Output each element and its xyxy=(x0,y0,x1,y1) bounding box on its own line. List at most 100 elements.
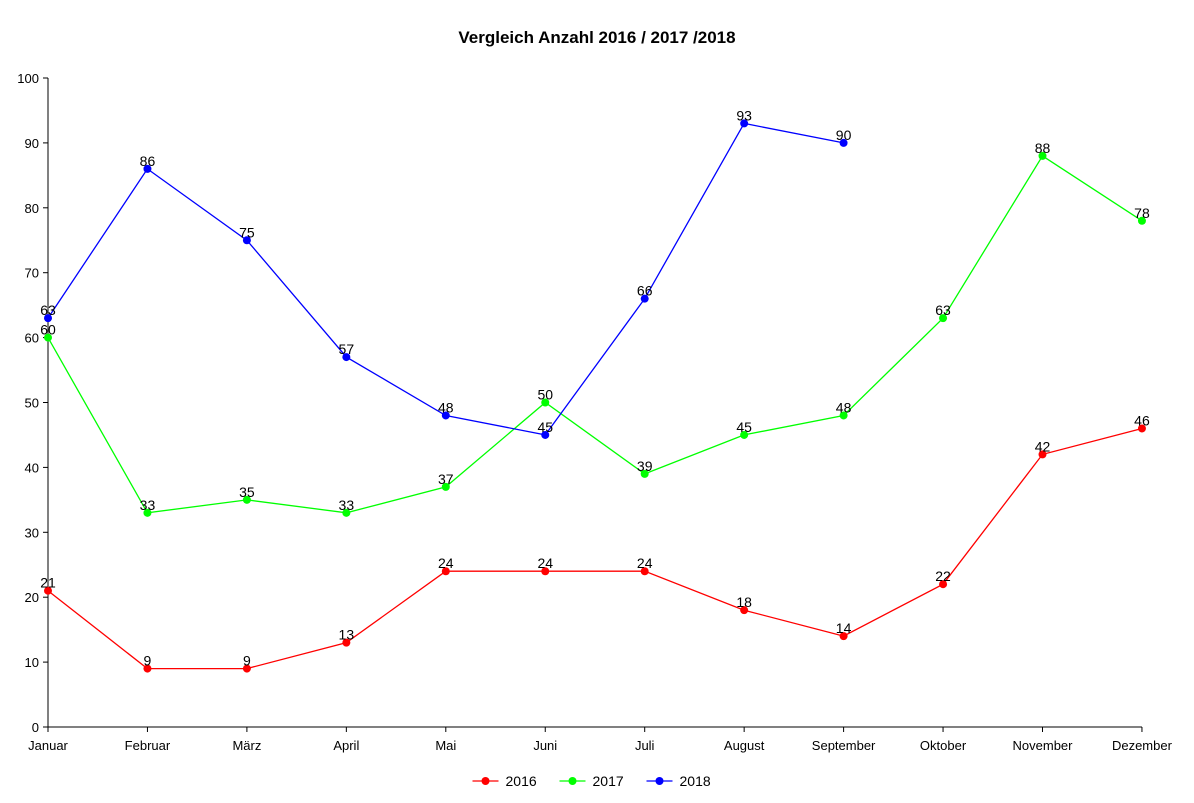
data-label-2016: 24 xyxy=(537,555,553,571)
data-point-2018 xyxy=(541,430,550,439)
data-labels: 21 9 9 13 24 24 24 18 14 22 42 46 60 33 35 33 37 50 39 45 48… xyxy=(40,107,1150,668)
data-point-2016 xyxy=(44,586,52,595)
data-point-2017 xyxy=(640,469,649,478)
data-point-2016 xyxy=(740,606,749,615)
chart-title: Vergleich Anzahl 2016 / 2017 /2018 xyxy=(458,28,736,47)
data-point-2016 xyxy=(640,567,649,576)
data-label-2016: 42 xyxy=(1035,438,1051,454)
data-label-2017: 33 xyxy=(140,497,156,513)
y-tick-label: 10 xyxy=(25,655,39,670)
data-label-2016: 24 xyxy=(438,555,454,571)
data-label-2017: 45 xyxy=(736,419,752,435)
data-label-2017: 35 xyxy=(239,484,255,500)
series-line-2018 xyxy=(47,122,844,436)
legend-swatch-marker xyxy=(481,777,490,785)
data-point-2016 xyxy=(143,664,152,673)
series-layer xyxy=(44,119,1146,673)
x-tick-label: März xyxy=(232,738,261,753)
data-point-2017 xyxy=(1038,151,1047,160)
data-label-2018: 93 xyxy=(736,107,752,123)
y-tick-label: 50 xyxy=(25,396,39,411)
data-label-2016: 22 xyxy=(935,568,951,584)
data-point-2017 xyxy=(242,495,251,504)
y-tick-label: 0 xyxy=(32,720,39,735)
data-label-2017: 48 xyxy=(836,399,852,415)
data-label-2018: 63 xyxy=(40,302,56,318)
data-label-2017: 33 xyxy=(339,497,355,513)
data-label-2016: 46 xyxy=(1134,412,1150,428)
legend-label: 2017 xyxy=(593,773,624,789)
data-point-2016 xyxy=(839,632,848,641)
x-tick-label: April xyxy=(333,738,359,753)
data-point-2018 xyxy=(740,119,749,128)
data-point-2017 xyxy=(441,482,450,491)
data-label-2017: 37 xyxy=(438,471,454,487)
data-point-2016 xyxy=(342,638,351,647)
data-point-2018 xyxy=(242,236,251,245)
x-tick-label: Mai xyxy=(435,738,456,753)
y-tick-label: 80 xyxy=(25,201,39,216)
data-point-2017 xyxy=(1137,216,1146,225)
y-tick-label: 40 xyxy=(25,460,39,475)
x-tick-label: Oktober xyxy=(920,738,967,753)
data-point-2016 xyxy=(541,567,550,576)
data-label-2016: 18 xyxy=(736,594,752,610)
y-tick-label: 60 xyxy=(25,331,39,346)
data-point-2017 xyxy=(740,430,749,439)
axes: 0 10 20 30 40 50 60 70 80 90 100 Januar Februar März A… xyxy=(17,71,1172,753)
data-label-2017: 60 xyxy=(40,322,56,338)
data-point-2018 xyxy=(143,164,152,173)
x-tick-label: Dezember xyxy=(1112,738,1173,753)
y-tick-label: 90 xyxy=(25,136,39,151)
x-tick-label: Juli xyxy=(635,738,655,753)
data-label-2018: 45 xyxy=(537,419,553,435)
data-label-2018: 86 xyxy=(140,153,156,169)
data-label-2016: 14 xyxy=(836,620,852,636)
data-label-2017: 78 xyxy=(1134,205,1150,221)
data-label-2017: 63 xyxy=(935,302,951,318)
data-point-2016 xyxy=(1038,450,1047,459)
x-tick-label: August xyxy=(724,738,765,753)
data-point-2017 xyxy=(839,411,848,420)
x-tick-label: Januar xyxy=(28,738,68,753)
x-tick-label: Februar xyxy=(125,738,171,753)
data-point-2016 xyxy=(1137,424,1146,433)
data-label-2016: 21 xyxy=(40,575,56,591)
y-tick-label: 30 xyxy=(25,525,39,540)
data-point-2016 xyxy=(441,567,450,576)
data-label-2018: 75 xyxy=(239,224,255,240)
data-label-2016: 9 xyxy=(144,653,152,669)
data-point-2018 xyxy=(44,314,52,323)
legend: 2016 2017 2018 xyxy=(472,773,711,789)
x-tick-label: September xyxy=(812,738,876,753)
data-point-2016 xyxy=(939,580,948,589)
data-point-2018 xyxy=(441,411,450,420)
data-point-2016 xyxy=(242,664,251,673)
y-tick-label: 100 xyxy=(17,71,39,86)
data-label-2018: 48 xyxy=(438,399,454,415)
data-label-2018: 66 xyxy=(637,283,653,299)
data-point-2017 xyxy=(342,508,351,517)
data-label-2017: 39 xyxy=(637,458,653,474)
series-line-2017 xyxy=(47,154,1143,514)
data-label-2017: 88 xyxy=(1035,140,1051,156)
data-label-2016: 9 xyxy=(243,653,251,669)
legend-label: 2018 xyxy=(680,773,711,789)
data-label-2017: 50 xyxy=(537,387,553,403)
legend-label: 2016 xyxy=(506,773,537,789)
data-point-2017 xyxy=(143,508,152,517)
data-label-2016: 24 xyxy=(637,555,653,571)
data-label-2016: 13 xyxy=(339,627,355,643)
data-label-2018: 90 xyxy=(836,127,852,143)
data-point-2018 xyxy=(342,353,351,362)
x-tick-label: Juni xyxy=(533,738,557,753)
y-tick-label: 70 xyxy=(25,266,39,281)
legend-swatch-marker xyxy=(568,777,577,785)
data-label-2018: 57 xyxy=(339,341,355,357)
data-point-2017 xyxy=(939,314,948,323)
legend-swatch-marker xyxy=(655,777,664,785)
series-line-2016 xyxy=(47,427,1143,670)
data-point-2018 xyxy=(839,138,848,147)
data-point-2017 xyxy=(44,333,52,342)
